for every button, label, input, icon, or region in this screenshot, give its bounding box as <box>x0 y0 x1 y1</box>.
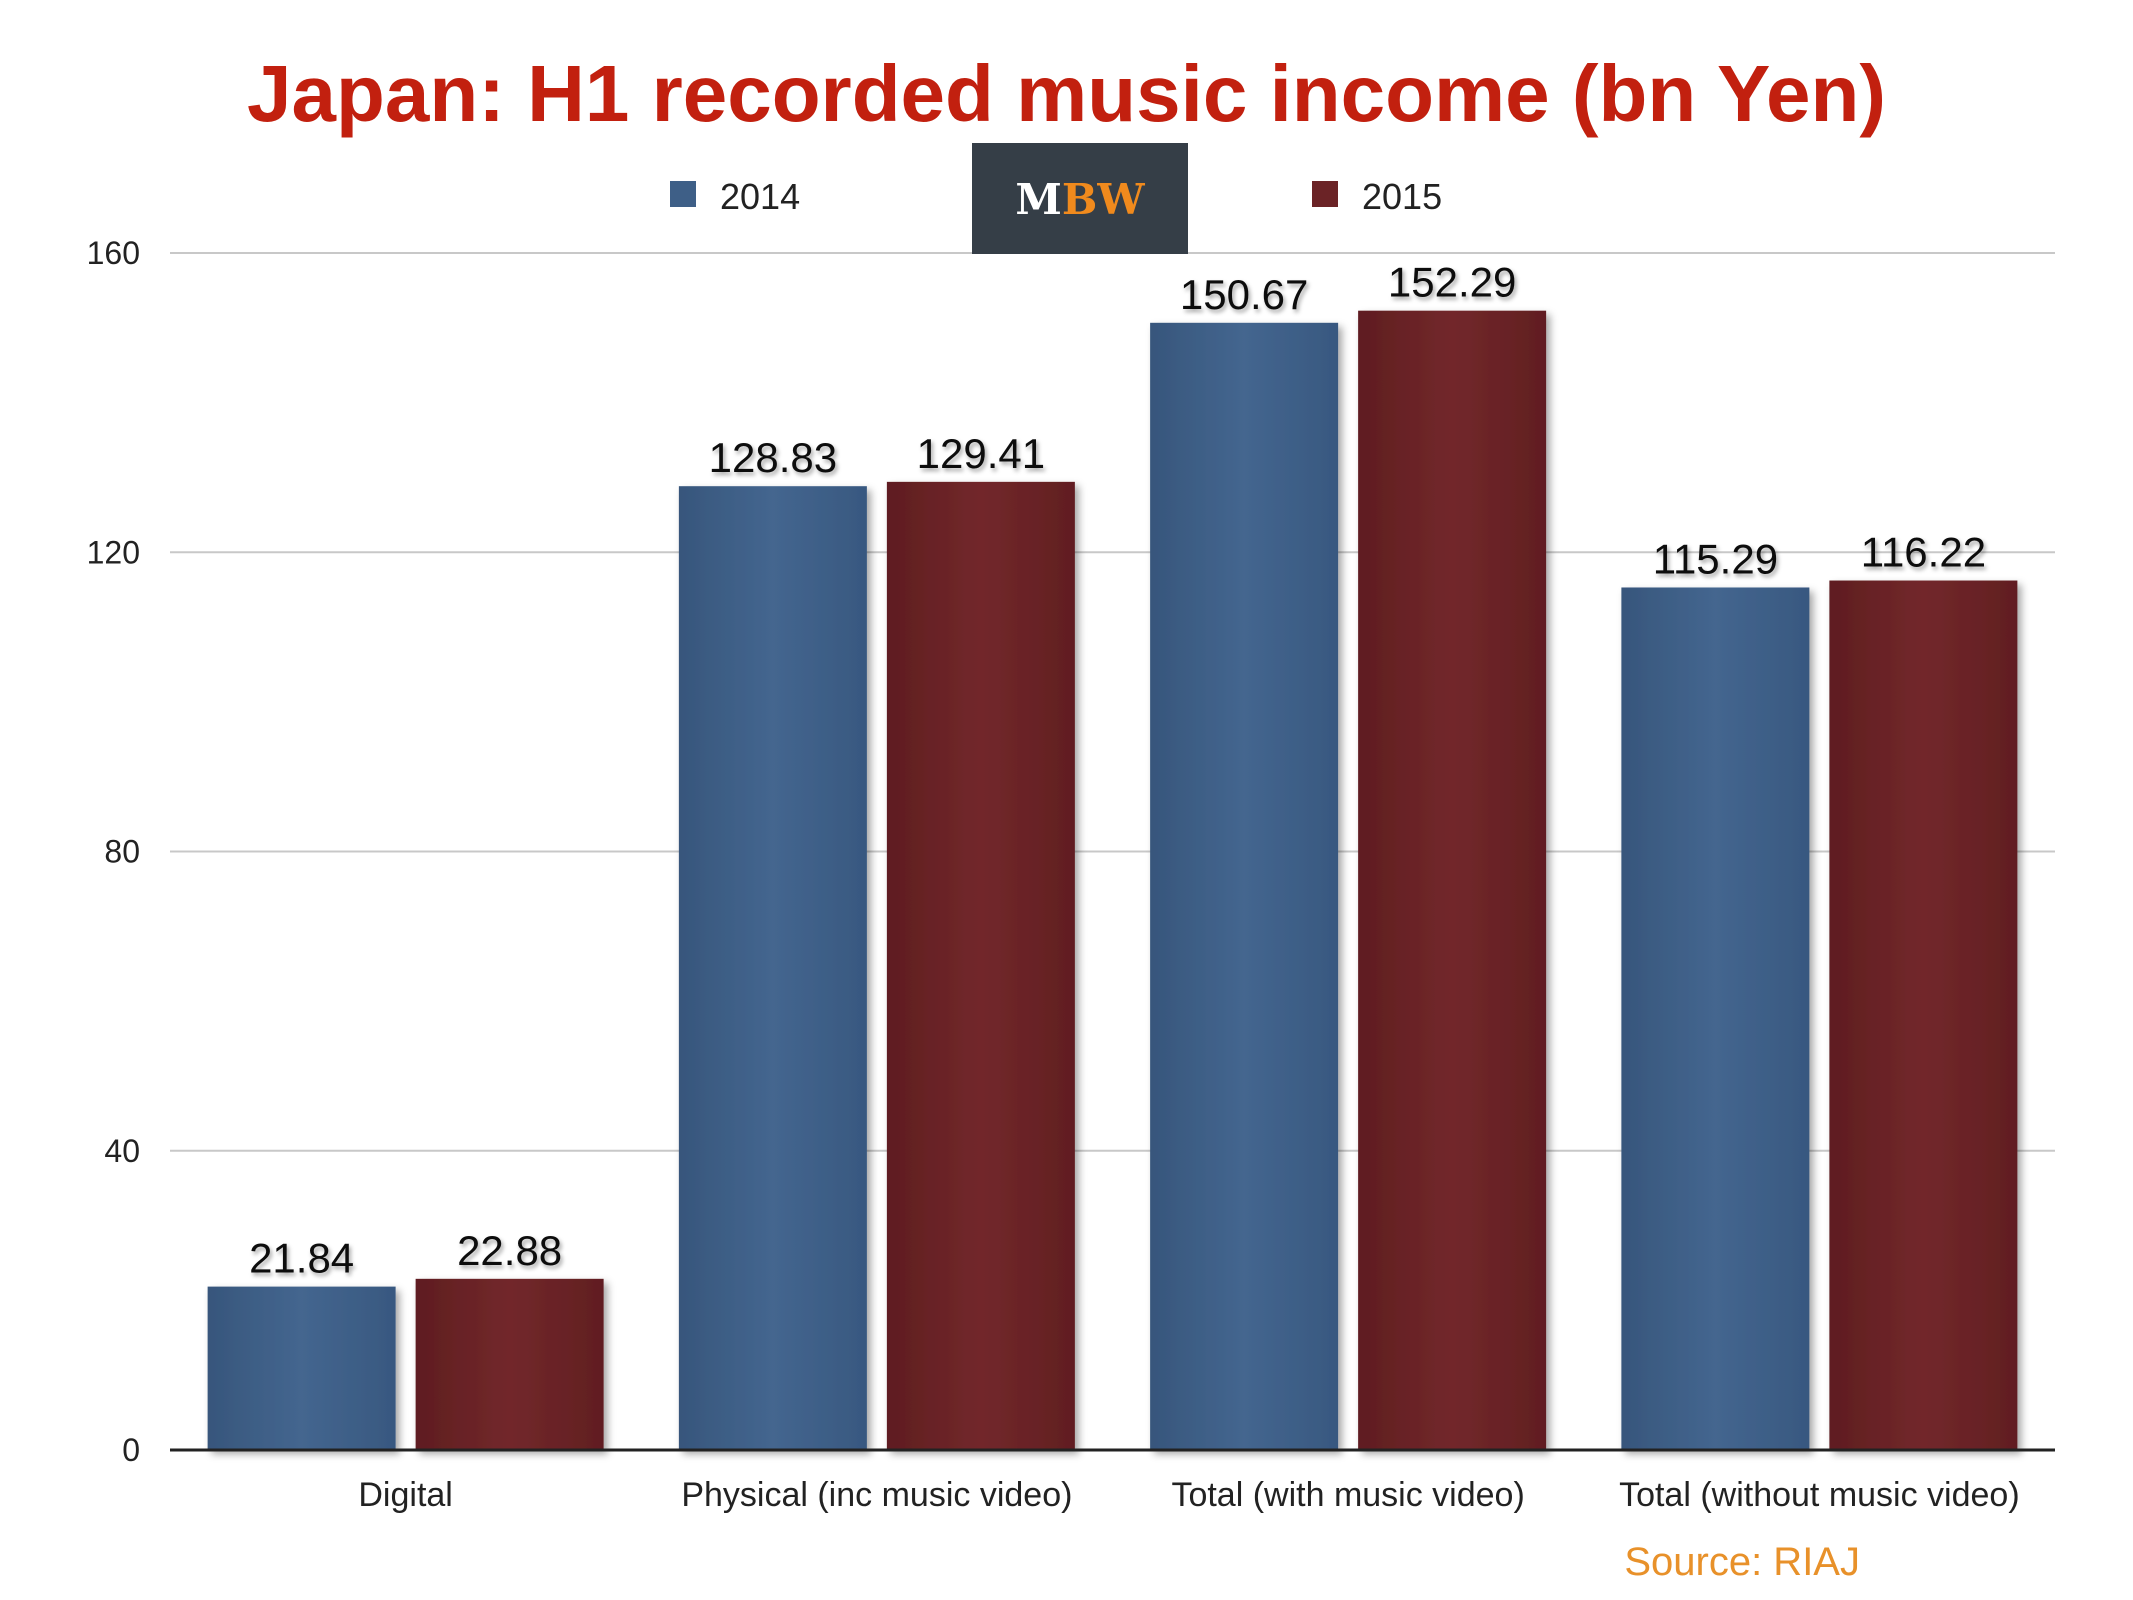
legend-swatch-2014 <box>670 181 696 207</box>
svg-text:MBW: MBW <box>1015 175 1145 224</box>
data-label: 129.41 <box>917 430 1045 477</box>
x-category-label: Total (without music video) <box>1619 1476 2020 1514</box>
data-label: 128.83 <box>709 434 837 481</box>
bar-2015-1 <box>886 481 1075 1450</box>
x-category-label: Physical (inc music video) <box>681 1476 1072 1514</box>
x-category-label: Total (with music video) <box>1171 1476 1524 1514</box>
legend-swatch-2015 <box>1312 181 1338 207</box>
y-tick-label: 80 <box>104 834 140 870</box>
data-label: 116.22 <box>1861 529 1986 576</box>
mbw-logo: MBW <box>972 143 1188 254</box>
chart-title: Japan: H1 recorded music income (bn Yen) <box>247 49 1886 138</box>
y-tick-label: 160 <box>87 235 140 271</box>
data-labels: 21.84 22.88 128.83 129.41 150.67 152.29 115.29… <box>249 259 1986 1282</box>
bar-2014-3 <box>1621 587 1810 1450</box>
data-label: 115.29 <box>1653 535 1778 582</box>
data-label: 21.84 <box>249 1235 354 1282</box>
bar-2014-0 <box>207 1286 396 1450</box>
bars <box>207 310 2018 1451</box>
y-tick-label: 0 <box>122 1432 140 1468</box>
bar-2015-3 <box>1829 580 2018 1450</box>
legend-label-2014: 2014 <box>720 176 800 217</box>
axes: 0 40 80 120 160 Digital Physical (inc music vi… <box>87 235 2055 1514</box>
data-label: 152.29 <box>1388 259 1516 306</box>
legend-label-2015: 2015 <box>1362 176 1442 217</box>
source-note: Source: RIAJ <box>1624 1540 1860 1584</box>
data-label: 22.88 <box>457 1227 562 1274</box>
bar-2015-0 <box>415 1278 604 1450</box>
bar-2014-1 <box>678 486 867 1450</box>
y-tick-label: 120 <box>87 534 140 570</box>
bar-2014-2 <box>1150 322 1339 1450</box>
bar-2015-2 <box>1358 310 1547 1451</box>
x-category-label: Digital <box>358 1476 452 1514</box>
y-tick-label: 40 <box>104 1133 140 1169</box>
data-label: 150.67 <box>1180 271 1308 318</box>
legend: 2014 2015 <box>670 176 1442 217</box>
